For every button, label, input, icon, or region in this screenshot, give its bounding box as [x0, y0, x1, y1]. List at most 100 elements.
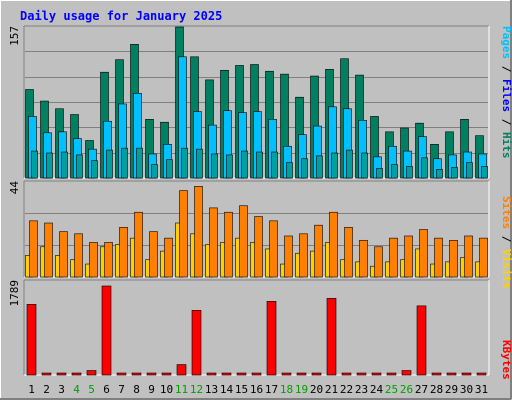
x-day-label: 22: [340, 383, 353, 396]
pages-bar: [91, 160, 98, 179]
visits-bar: [89, 242, 98, 278]
kbytes-bar: [251, 372, 262, 376]
legend-separator: /: [500, 112, 512, 132]
kbytes-bar: [221, 372, 232, 376]
x-day-label: 5: [88, 383, 95, 396]
visits-bar: [59, 231, 68, 278]
pages-bar: [316, 155, 323, 179]
pages-bar: [271, 151, 278, 179]
kbytes-bar: [476, 372, 487, 376]
kbytes-bar: [446, 372, 457, 376]
x-day-label: 4: [73, 383, 80, 396]
visits-bar: [434, 237, 443, 278]
x-day-label: 3: [58, 383, 65, 396]
legend-item-files: Files: [500, 79, 512, 112]
x-day-label: 15: [235, 383, 248, 396]
kbytes-bar: [161, 372, 172, 376]
visits-bar: [344, 227, 353, 278]
kbytes-bar: [56, 372, 67, 376]
visits-bar: [269, 220, 278, 278]
legend-item-visits: Visits: [500, 249, 512, 289]
visits-bar: [179, 190, 188, 278]
kbytes-bar: [116, 372, 127, 376]
pages-bar: [451, 167, 458, 179]
x-day-label: 19: [295, 383, 308, 396]
pages-bar: [226, 154, 233, 179]
visits-sites-bars: [25, 186, 488, 278]
x-day-label: 16: [250, 383, 263, 396]
pages-bar: [421, 157, 428, 179]
x-day-label: 27: [415, 383, 428, 396]
legend-item-kbytes: KBytes: [500, 340, 512, 380]
visits-bar: [209, 207, 218, 278]
visits-bar: [299, 233, 308, 278]
x-day-label: 11: [175, 383, 188, 396]
kbytes-bar: [431, 372, 442, 376]
visits-bar: [404, 235, 413, 278]
visits-bar: [74, 233, 83, 278]
kbytes-bar: [416, 305, 427, 376]
x-day-label: 14: [220, 383, 234, 396]
x-day-label: 2: [43, 383, 50, 396]
x-day-label: 20: [310, 383, 323, 396]
visits-bar: [44, 222, 53, 278]
legend-item-hits: Hits: [500, 132, 512, 159]
kbytes-bar: [146, 372, 157, 376]
visits-bar: [239, 205, 248, 278]
kbytes-bar: [371, 372, 382, 376]
chart-panels: 157 44 1789 Pages / Files / Hits Sites / Vis…: [8, 25, 512, 380]
kbytes-bar: [86, 370, 97, 376]
x-day-label: 9: [148, 383, 155, 396]
kbytes-bars: [26, 285, 487, 376]
pages-bar: [406, 166, 413, 179]
visits-bar: [224, 211, 233, 278]
pages-bar: [166, 159, 173, 179]
kbytes-bar: [326, 298, 337, 376]
visits-bar: [479, 237, 488, 278]
kbytes-bar: [41, 372, 52, 376]
pages-bar: [286, 162, 293, 179]
visits-bar: [29, 220, 38, 278]
pages-bar: [481, 166, 488, 179]
visits-bar: [134, 211, 143, 278]
kbytes-bar: [281, 372, 292, 376]
pages-bar: [361, 152, 368, 179]
x-day-label: 31: [475, 383, 488, 396]
kbytes-bar: [101, 285, 112, 376]
visits-bar: [194, 186, 203, 278]
visits-bar: [359, 239, 368, 278]
x-day-label: 10: [160, 383, 173, 396]
legend-text: Sites / Visits: [500, 196, 512, 289]
kbytes-bar: [386, 372, 397, 376]
pages-bar: [106, 149, 113, 179]
visits-bar: [314, 224, 323, 278]
x-day-label: 30: [460, 383, 473, 396]
kbytes-bar: [341, 372, 352, 376]
x-day-label: 7: [118, 383, 125, 396]
legend-text: Pages / Files / Hits: [500, 26, 512, 159]
visits-bar: [119, 227, 128, 278]
pages-bar: [46, 152, 53, 179]
kbytes-bar: [206, 372, 217, 376]
pages-bar: [211, 153, 218, 179]
visits-bar: [389, 237, 398, 278]
visits-bar: [464, 235, 473, 278]
pages-bar: [151, 164, 158, 179]
visits-bar: [419, 229, 428, 278]
x-day-label: 18: [280, 383, 293, 396]
kbytes-bar: [131, 372, 142, 376]
legend-separator: /: [500, 229, 512, 249]
x-day-label: 6: [103, 383, 110, 396]
kbytes-bar: [71, 372, 82, 376]
chart-title: Daily usage for January 2025: [20, 9, 222, 23]
pages-bar: [391, 164, 398, 179]
visits-bar: [284, 235, 293, 278]
x-day-label: 12: [190, 383, 203, 396]
kbytes-bar: [296, 372, 307, 376]
kbytes-bar: [461, 372, 472, 376]
legend-separator: /: [500, 59, 512, 79]
x-day-label: 24: [370, 383, 384, 396]
